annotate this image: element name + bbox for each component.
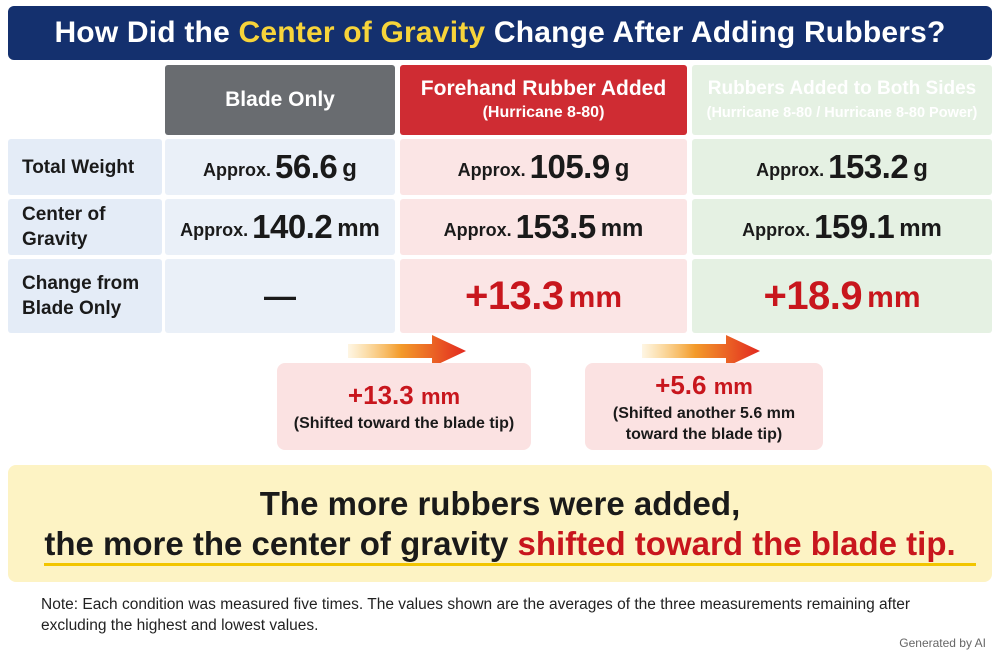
column-header-label: Forehand Rubber Added: [420, 77, 667, 100]
title-bar: How Did the Center of Gravity Change Aft…: [8, 6, 992, 60]
right-arrow-icon: [348, 333, 468, 369]
change-value: +18.9: [763, 273, 863, 318]
delta-value-line: +5.6 mm: [655, 369, 753, 403]
page-title: How Did the Center of Gravity Change Aft…: [54, 16, 945, 50]
change-value: +13.3: [464, 273, 564, 318]
cog-value: 153.5: [515, 208, 597, 245]
column-header-blade-only: Blade Only: [165, 65, 395, 135]
row-label-change: Change from Blade Only: [8, 259, 162, 333]
column-header-both-sides: Rubbers Added to Both Sides (Hurricane 8…: [692, 65, 992, 135]
delta-note: (Shifted another 5.6 mm toward the blade…: [612, 404, 796, 443]
weight-value: 56.6: [275, 148, 338, 185]
weight-unit: g: [614, 155, 630, 182]
conclusion-line-1: The more rubbers were added,: [259, 484, 741, 522]
generated-by-label: Generated by AI: [899, 636, 986, 650]
table-cell: Approx. 153.2 g: [692, 139, 992, 195]
conclusion-line-2: the more the center of gravity shifted t…: [44, 524, 955, 564]
conclusion-underline: [44, 563, 976, 566]
change-unit: mm: [568, 281, 623, 314]
delta-value-line: +13.3 mm: [348, 379, 460, 413]
footnote: Note: Each condition was measured five t…: [41, 596, 911, 634]
title-part: Change After Adding Rubbers?: [485, 16, 946, 49]
weight-unit: g: [913, 155, 928, 182]
table-cell: —: [165, 259, 395, 333]
cog-value: 159.1: [814, 208, 895, 245]
empty-marker: —: [264, 277, 296, 314]
row-label-center-of-gravity: Center of Gravity: [8, 199, 162, 255]
table-cell: Approx. 105.9 g: [400, 139, 687, 195]
approx-prefix: Approx.: [756, 159, 825, 180]
cog-unit: mm: [600, 215, 644, 242]
approx-prefix: Approx.: [443, 219, 512, 240]
conclusion-box: The more rubbers were added, the more th…: [8, 465, 992, 582]
right-arrow-icon-graphic: [642, 335, 760, 367]
delta-note: (Shifted toward the blade tip): [293, 415, 515, 432]
conclusion-text: the more the center of gravity: [44, 524, 518, 562]
cog-unit: mm: [899, 215, 942, 242]
delta-value: +5.6: [655, 369, 707, 400]
cog-unit: mm: [337, 215, 380, 242]
delta-box-forehand: +13.3 mm (Shifted toward the blade tip): [277, 363, 531, 450]
change-unit: mm: [867, 281, 921, 314]
approx-prefix: Approx.: [457, 159, 526, 180]
approx-prefix: Approx.: [203, 159, 272, 180]
title-highlight: Center of Gravity: [238, 16, 486, 49]
title-part: How Did the: [54, 16, 239, 49]
column-header-label: Rubbers Added to Both Sides: [707, 78, 977, 99]
cog-value: 140.2: [252, 208, 333, 245]
conclusion-highlight: shifted toward the blade tip.: [517, 524, 956, 562]
delta-unit: mm: [713, 373, 753, 399]
table-cell: +18.9 mm: [692, 259, 992, 333]
row-label-total-weight: Total Weight: [8, 139, 162, 195]
right-arrow-icon-graphic: [348, 335, 466, 367]
column-header-label: Blade Only: [225, 88, 335, 111]
weight-unit: g: [342, 155, 357, 182]
approx-prefix: Approx.: [742, 219, 811, 240]
table-cell: Approx. 140.2 mm: [165, 199, 395, 255]
table-cell: +13.3 mm: [400, 259, 687, 333]
weight-value: 153.2: [828, 148, 909, 185]
table-cell: Approx. 56.6 g: [165, 139, 395, 195]
approx-prefix: Approx.: [180, 219, 249, 240]
column-header-forehand: Forehand Rubber Added (Hurricane 8-80): [400, 65, 687, 135]
delta-unit: mm: [420, 384, 461, 409]
delta-box-both-sides: +5.6 mm (Shifted another 5.6 mm toward t…: [585, 363, 823, 450]
delta-value: +13.3: [347, 380, 414, 410]
column-header-sublabel: (Hurricane 8-80): [482, 104, 605, 121]
column-header-sublabel: (Hurricane 8-80 / Hurricane 8-80 Power): [706, 105, 978, 121]
table-cell: Approx. 159.1 mm: [692, 199, 992, 255]
right-arrow-icon: [642, 333, 762, 369]
weight-value: 105.9: [529, 148, 611, 185]
table-cell: Approx. 153.5 mm: [400, 199, 687, 255]
